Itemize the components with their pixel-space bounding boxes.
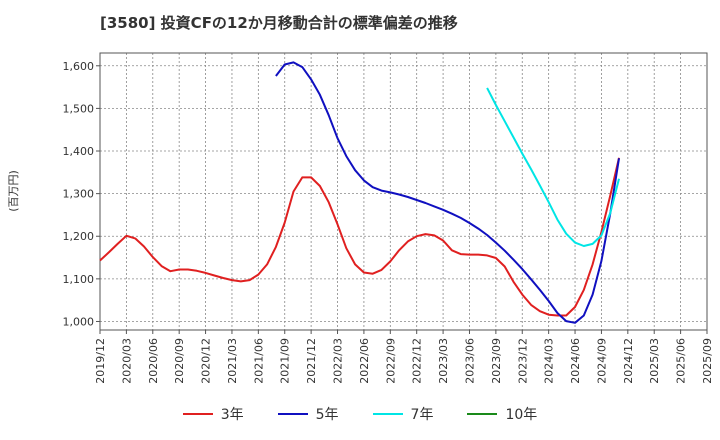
x-tick-label: 2022/09: [384, 338, 397, 384]
x-tick-label: 2024/06: [569, 338, 582, 384]
legend-item: 10年: [467, 404, 537, 424]
x-tick-label: 2020/03: [120, 338, 133, 384]
x-tick-label: 2023/06: [463, 338, 476, 384]
legend-swatch: [372, 413, 403, 415]
x-tick-label: 2023/12: [516, 338, 529, 384]
x-tick-label: 2019/12: [94, 338, 107, 384]
x-tick-label: 2025/03: [648, 338, 661, 384]
legend-label: 10年: [505, 407, 538, 423]
series-line-7年: [486, 87, 620, 247]
x-tick-label: 2024/09: [595, 338, 608, 384]
x-tick-label: 2022/06: [358, 338, 371, 384]
y-tick-label: 1,600: [63, 60, 95, 73]
x-tick-label: 2023/09: [490, 338, 503, 384]
y-tick-label: 1,200: [63, 230, 95, 243]
x-tick-label: 2024/03: [543, 338, 556, 384]
legend-label: 5年: [315, 407, 339, 423]
x-tick-label: 2021/09: [279, 338, 292, 384]
legend-swatch: [467, 413, 498, 415]
y-axis-ticks: 1,000 1,100 1,200 1,300 1,400 1,500 1,600: [63, 60, 100, 328]
x-tick-label: 2023/03: [437, 338, 450, 384]
y-tick-label: 1,000: [63, 315, 95, 328]
series-line-3年: [99, 157, 620, 317]
grid: [100, 53, 707, 330]
plot-frame: [99, 52, 708, 331]
x-tick-label: 2020/06: [147, 338, 160, 384]
legend-label: 3年: [220, 407, 244, 423]
x-tick-label: 2020/09: [173, 338, 186, 384]
chart-title: [3580] 投資CFの12か月移動合計の標準偏差の推移: [100, 14, 458, 32]
series-lines: [99, 61, 620, 324]
x-tick-label: 2025/06: [675, 338, 688, 384]
x-tick-label: 2021/12: [305, 338, 318, 384]
x-tick-label: 2022/03: [332, 338, 345, 384]
legend-label: 7年: [410, 407, 434, 423]
legend-item: 5年: [277, 404, 339, 424]
x-tick-label: 2025/09: [701, 338, 714, 384]
y-tick-label: 1,500: [63, 102, 95, 115]
y-tick-label: 1,400: [63, 145, 95, 158]
x-tick-label: 2021/03: [226, 338, 239, 384]
x-tick-label: 2021/06: [252, 338, 265, 384]
x-tick-label: 2024/12: [622, 338, 635, 384]
x-tick-label: 2022/12: [411, 338, 424, 384]
x-tick-label: 2020/12: [200, 338, 213, 384]
legend-item: 7年: [372, 404, 434, 424]
series-line-5年: [275, 61, 620, 324]
x-axis-ticks: 2019/12 2020/03 2020/06 2020/09 2020/12 2021/…: [94, 330, 714, 384]
y-tick-label: 1,300: [63, 188, 95, 201]
legend-swatch: [277, 413, 308, 415]
y-tick-label: 1,100: [63, 273, 95, 286]
legend-swatch: [182, 413, 213, 415]
legend: 3年 5年 7年 10年: [0, 404, 720, 424]
y-axis-label: (百万円): [7, 170, 20, 212]
legend-item: 3年: [182, 404, 244, 424]
